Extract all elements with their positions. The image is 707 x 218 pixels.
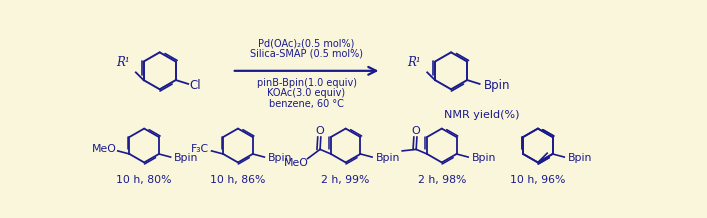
Text: Bpin: Bpin [472, 153, 496, 163]
Text: benzene, 60 °C: benzene, 60 °C [269, 99, 344, 109]
Text: 2 h, 99%: 2 h, 99% [322, 175, 370, 185]
Text: MeO: MeO [284, 158, 308, 168]
Text: 2 h, 98%: 2 h, 98% [418, 175, 466, 185]
Text: Bpin: Bpin [375, 153, 399, 163]
Text: 10 h, 80%: 10 h, 80% [117, 175, 172, 185]
Text: Bpin: Bpin [268, 153, 292, 163]
Text: Cl: Cl [189, 79, 201, 92]
Text: F₃C: F₃C [191, 144, 209, 154]
Text: R¹: R¹ [116, 56, 129, 69]
Text: Bpin: Bpin [174, 153, 198, 163]
Text: O: O [315, 126, 324, 136]
Text: Pd(OAc)₂(0.5 mol%): Pd(OAc)₂(0.5 mol%) [258, 38, 355, 48]
Text: MeO: MeO [91, 144, 116, 154]
Text: R¹: R¹ [407, 56, 421, 69]
Text: 10 h, 96%: 10 h, 96% [510, 175, 566, 185]
Text: O: O [411, 126, 420, 136]
Text: NMR yield(%): NMR yield(%) [444, 111, 520, 121]
Text: Bpin: Bpin [484, 79, 510, 92]
Text: Silica-SMAP (0.5 mol%): Silica-SMAP (0.5 mol%) [250, 49, 363, 59]
Text: KOAc(3.0 equiv): KOAc(3.0 equiv) [267, 88, 346, 98]
Text: Bpin: Bpin [568, 153, 592, 163]
Text: 10 h, 86%: 10 h, 86% [210, 175, 266, 185]
Text: pinB-Bpin(1.0 equiv): pinB-Bpin(1.0 equiv) [257, 78, 356, 88]
